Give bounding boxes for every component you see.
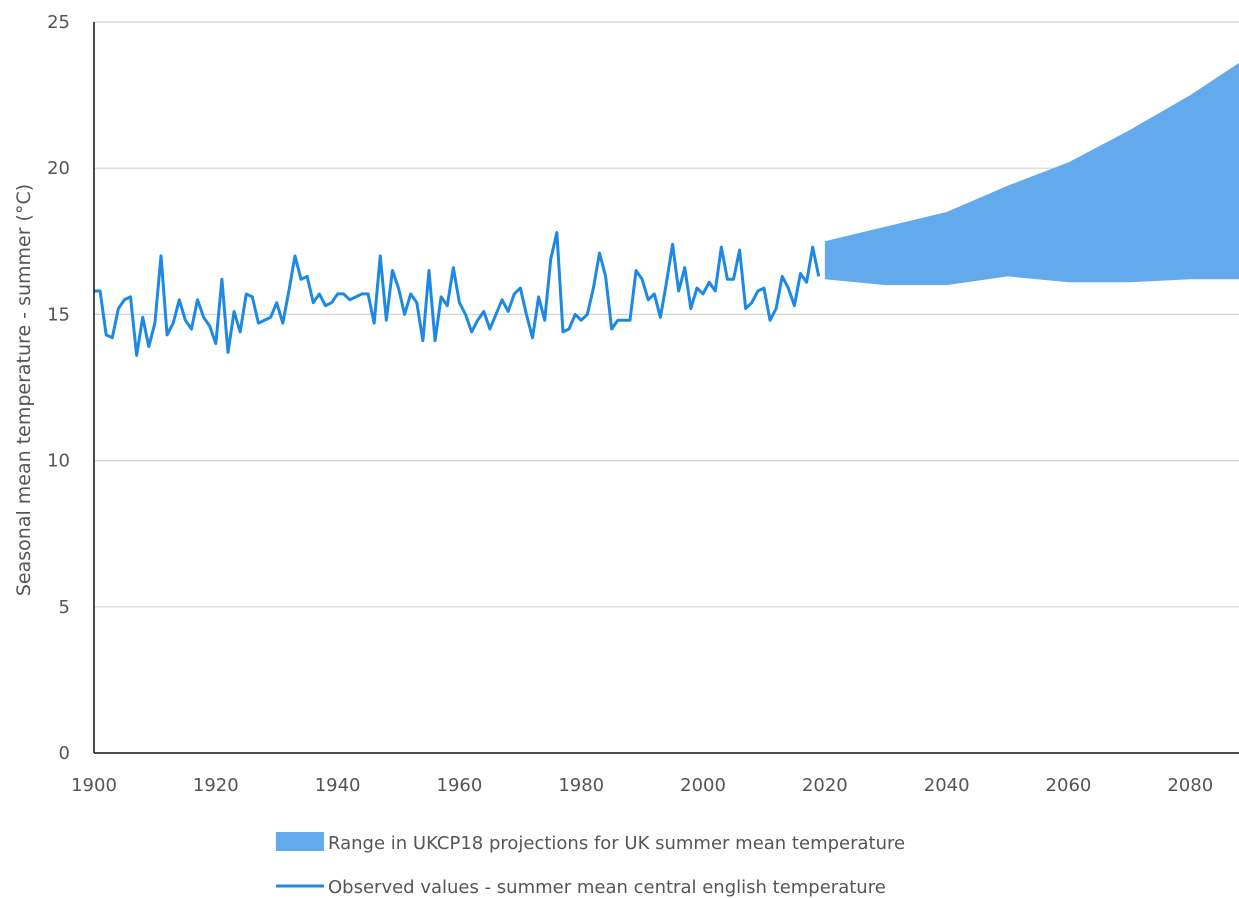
x-tick-label: 2020 — [802, 775, 848, 796]
legend-swatch-range — [276, 832, 324, 851]
legend: Range in UKCP18 projections for UK summe… — [276, 832, 905, 898]
x-tick-label: 1900 — [71, 775, 117, 796]
observed-line-layer — [94, 231, 821, 357]
x-tick-label: 1960 — [437, 775, 483, 796]
gridlines — [94, 21, 1239, 608]
y-tick-label: 15 — [47, 304, 70, 325]
y-tick-label: 0 — [59, 743, 70, 764]
x-tick-label: 2080 — [1167, 775, 1213, 796]
y-tick-label: 5 — [59, 597, 70, 618]
y-axis-title: Seasonal mean temperature - summer (°C) — [13, 184, 35, 596]
x-tick-label: 2060 — [1046, 775, 1092, 796]
x-tick-label: 1980 — [558, 775, 604, 796]
y-tick-label: 10 — [47, 451, 70, 472]
y-tick-label: 25 — [47, 12, 70, 33]
projection-range-band — [824, 62, 1239, 286]
legend-label-observed: Observed values - summer mean central en… — [328, 877, 886, 898]
x-tick-label: 2000 — [680, 775, 726, 796]
x-tick-labels: 1900 1920 1940 1960 1980 2000 2020 2040 2060 2080 — [71, 775, 1213, 796]
projection-band-layer — [824, 62, 1239, 286]
y-tick-labels: 0 5 10 15 20 25 — [47, 12, 70, 764]
x-tick-label: 1920 — [193, 775, 239, 796]
legend-label-range: Range in UKCP18 projections for UK summe… — [328, 833, 905, 854]
x-tick-label: 2040 — [924, 775, 970, 796]
y-tick-label: 20 — [47, 158, 70, 179]
x-tick-label: 1940 — [315, 775, 361, 796]
observed-temperature-line — [94, 231, 821, 357]
